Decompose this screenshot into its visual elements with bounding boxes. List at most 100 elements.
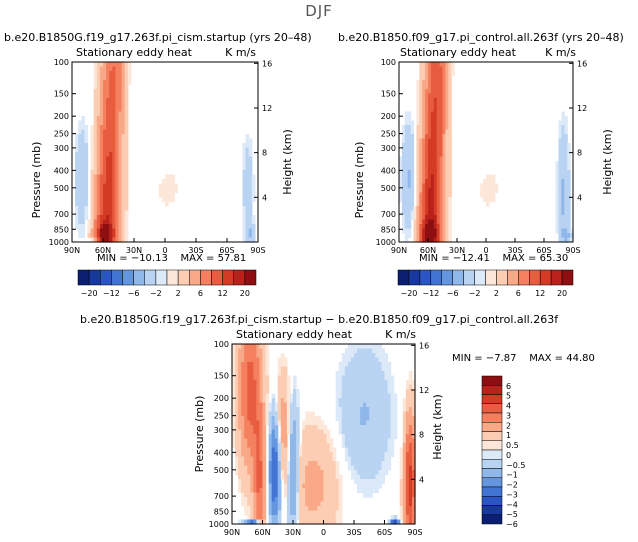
panel3-cell <box>299 465 303 471</box>
panel3-cell <box>235 416 239 422</box>
panel2-cell <box>433 192 438 198</box>
panel2-cell <box>425 80 429 86</box>
panel1-cell <box>118 125 123 131</box>
panel3-cell <box>280 416 285 422</box>
panel3-cell <box>390 393 395 399</box>
panel3-cell <box>372 411 376 417</box>
panel3-cell <box>357 384 361 390</box>
panel3-cell <box>350 344 355 350</box>
panel3-cell <box>241 438 245 444</box>
panel1-cell <box>103 102 107 108</box>
panel2-cell <box>448 62 452 68</box>
panel3-cell <box>347 411 352 417</box>
panel3-cell <box>289 443 294 449</box>
panel3-cell <box>293 375 297 381</box>
panel2-cell <box>428 197 432 203</box>
panel1-cell <box>103 174 107 180</box>
panel3-cell <box>405 474 410 480</box>
panel2-cell <box>494 183 499 189</box>
panel2-cell <box>416 147 420 153</box>
panel3-cell <box>344 411 349 417</box>
panel2-cell <box>564 237 568 243</box>
panel3-cell <box>366 470 370 476</box>
panel1-cell <box>106 138 110 144</box>
panel3-cell <box>286 497 291 503</box>
panel2-cell <box>419 201 423 207</box>
panel2-cell <box>436 93 441 99</box>
panel3-cell <box>286 510 291 516</box>
panel3-cell <box>390 407 395 413</box>
panel3-cell <box>320 456 325 462</box>
panel3-cell <box>268 519 273 525</box>
panel3-cell <box>354 443 358 449</box>
panel2-cell <box>430 93 435 99</box>
panel3-cell <box>381 429 386 435</box>
panel2-cell <box>558 219 562 225</box>
panel2-cell <box>422 80 426 86</box>
panel1-cell <box>103 111 107 117</box>
panel3-cell <box>323 497 328 503</box>
panel3-cell <box>387 366 392 372</box>
panel1-cell <box>124 165 129 171</box>
panel3-cell <box>232 375 236 381</box>
panel3-cell <box>384 434 389 440</box>
panel1-units: K m/s <box>225 46 256 59</box>
panel1-cell <box>112 66 116 72</box>
panel1-cell <box>124 179 129 185</box>
panel3-cell <box>271 510 276 516</box>
panel2-cell <box>436 156 441 162</box>
panel1-cell <box>248 192 253 198</box>
panel2-cell <box>419 165 423 171</box>
panel2-cell <box>445 111 449 117</box>
panel2-cell <box>416 156 420 162</box>
panel3-cell <box>405 452 410 458</box>
panel3-cell <box>289 479 294 485</box>
panel2-cell <box>430 228 435 234</box>
panel3-cell <box>250 438 254 444</box>
panel3-cell <box>268 506 273 512</box>
panel2-cell <box>430 224 435 230</box>
panel1-cell <box>242 210 247 216</box>
panel1-cell <box>112 233 116 239</box>
panel2-cell <box>425 120 429 126</box>
panel1-cell <box>106 197 110 203</box>
panel1-cell <box>106 125 110 131</box>
panel1-cell <box>81 143 85 149</box>
panel3-cell <box>335 470 340 476</box>
panel1-cell <box>109 210 113 216</box>
panel3-cell <box>250 506 254 512</box>
panel2-cell <box>419 174 423 180</box>
panel3-cell <box>232 366 236 372</box>
panel3-cell <box>390 375 395 381</box>
panel3-cell <box>335 510 340 516</box>
panel3-cell <box>283 443 288 449</box>
panel2-cell <box>419 84 423 90</box>
panel3-colorbar-swatch <box>481 468 503 478</box>
panel1-cell <box>99 161 104 167</box>
panel2-cell <box>567 224 571 230</box>
panel3-cell <box>262 398 267 404</box>
panel3-cell <box>375 420 379 426</box>
panel1-cell <box>90 201 95 207</box>
panel3-cell <box>326 519 331 525</box>
panel2-cell <box>436 120 441 126</box>
panel3-cell <box>247 416 251 422</box>
panel3-cell <box>350 389 355 395</box>
panel2-cell <box>445 84 449 90</box>
panel2-cell <box>439 174 444 180</box>
panel3-cell <box>326 501 331 507</box>
panel3-cell <box>335 380 340 386</box>
panel3-cell <box>268 429 273 435</box>
panel2-cell <box>422 197 426 203</box>
panel3-cell <box>369 375 373 381</box>
panel3-cell <box>381 366 386 372</box>
panel1-cell <box>124 161 129 167</box>
panel3-cell <box>332 465 337 471</box>
panel2-cell <box>442 219 446 225</box>
panel2-cell <box>567 179 571 185</box>
panel3-cell <box>344 375 349 381</box>
panel3-cell <box>375 488 379 494</box>
panel3-cell <box>314 456 318 462</box>
panel3-cell <box>253 366 257 372</box>
panel3-cell <box>381 393 386 399</box>
